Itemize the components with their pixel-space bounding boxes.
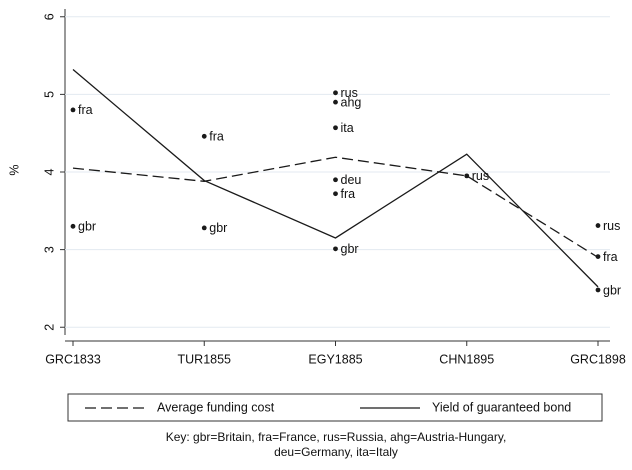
note: deu=Germany, ita=Italy	[274, 445, 398, 459]
series-line	[72, 156, 599, 258]
x-tick-label: GRC1833	[45, 352, 101, 366]
y-axis-label: %	[7, 164, 21, 175]
point	[201, 225, 207, 231]
point-label: fra	[209, 130, 224, 144]
point-label: gbr	[78, 220, 96, 234]
point	[70, 107, 76, 113]
y-tick-label: 4	[42, 168, 56, 175]
x-tick-label: TUR1855	[178, 352, 232, 366]
point-label: rus	[341, 86, 358, 100]
legend-box	[67, 393, 603, 422]
y-tick-label: 2	[42, 324, 56, 331]
x-tick-label: EGY1885	[308, 352, 362, 366]
point	[333, 191, 338, 197]
point-label: gbr	[341, 242, 359, 256]
y-tick-label: 6	[42, 13, 56, 20]
point-label: deu	[341, 173, 362, 187]
point-label: rus	[603, 219, 620, 233]
point	[201, 133, 207, 139]
note: Key: gbr=Britain, fra=France, rus=Russia…	[166, 430, 507, 444]
point-label: gbr	[603, 283, 621, 297]
point	[333, 125, 338, 131]
point	[333, 246, 338, 252]
x-tick-label: GRC1898	[570, 352, 626, 366]
series-line	[72, 69, 599, 288]
y-tick-label: 5	[42, 91, 56, 98]
point-label: ahg	[341, 95, 362, 109]
point	[333, 90, 338, 96]
point	[70, 223, 76, 229]
legend-label: Average funding cost	[157, 400, 275, 414]
point-label: ita	[341, 121, 354, 135]
point-label: fra	[341, 187, 356, 201]
point	[333, 99, 338, 105]
point	[595, 287, 601, 293]
y-tick-label: 3	[42, 246, 56, 253]
point	[595, 254, 601, 260]
point-label: fra	[78, 103, 93, 117]
x-tick-label: CHN1895	[439, 352, 494, 366]
point	[595, 223, 601, 228]
legend-label: Yield of guaranteed bond	[432, 400, 571, 414]
point-label: rus	[472, 169, 489, 183]
point-label: fra	[603, 250, 618, 264]
point-label: gbr	[209, 221, 227, 235]
point	[333, 177, 338, 183]
point	[464, 173, 470, 179]
